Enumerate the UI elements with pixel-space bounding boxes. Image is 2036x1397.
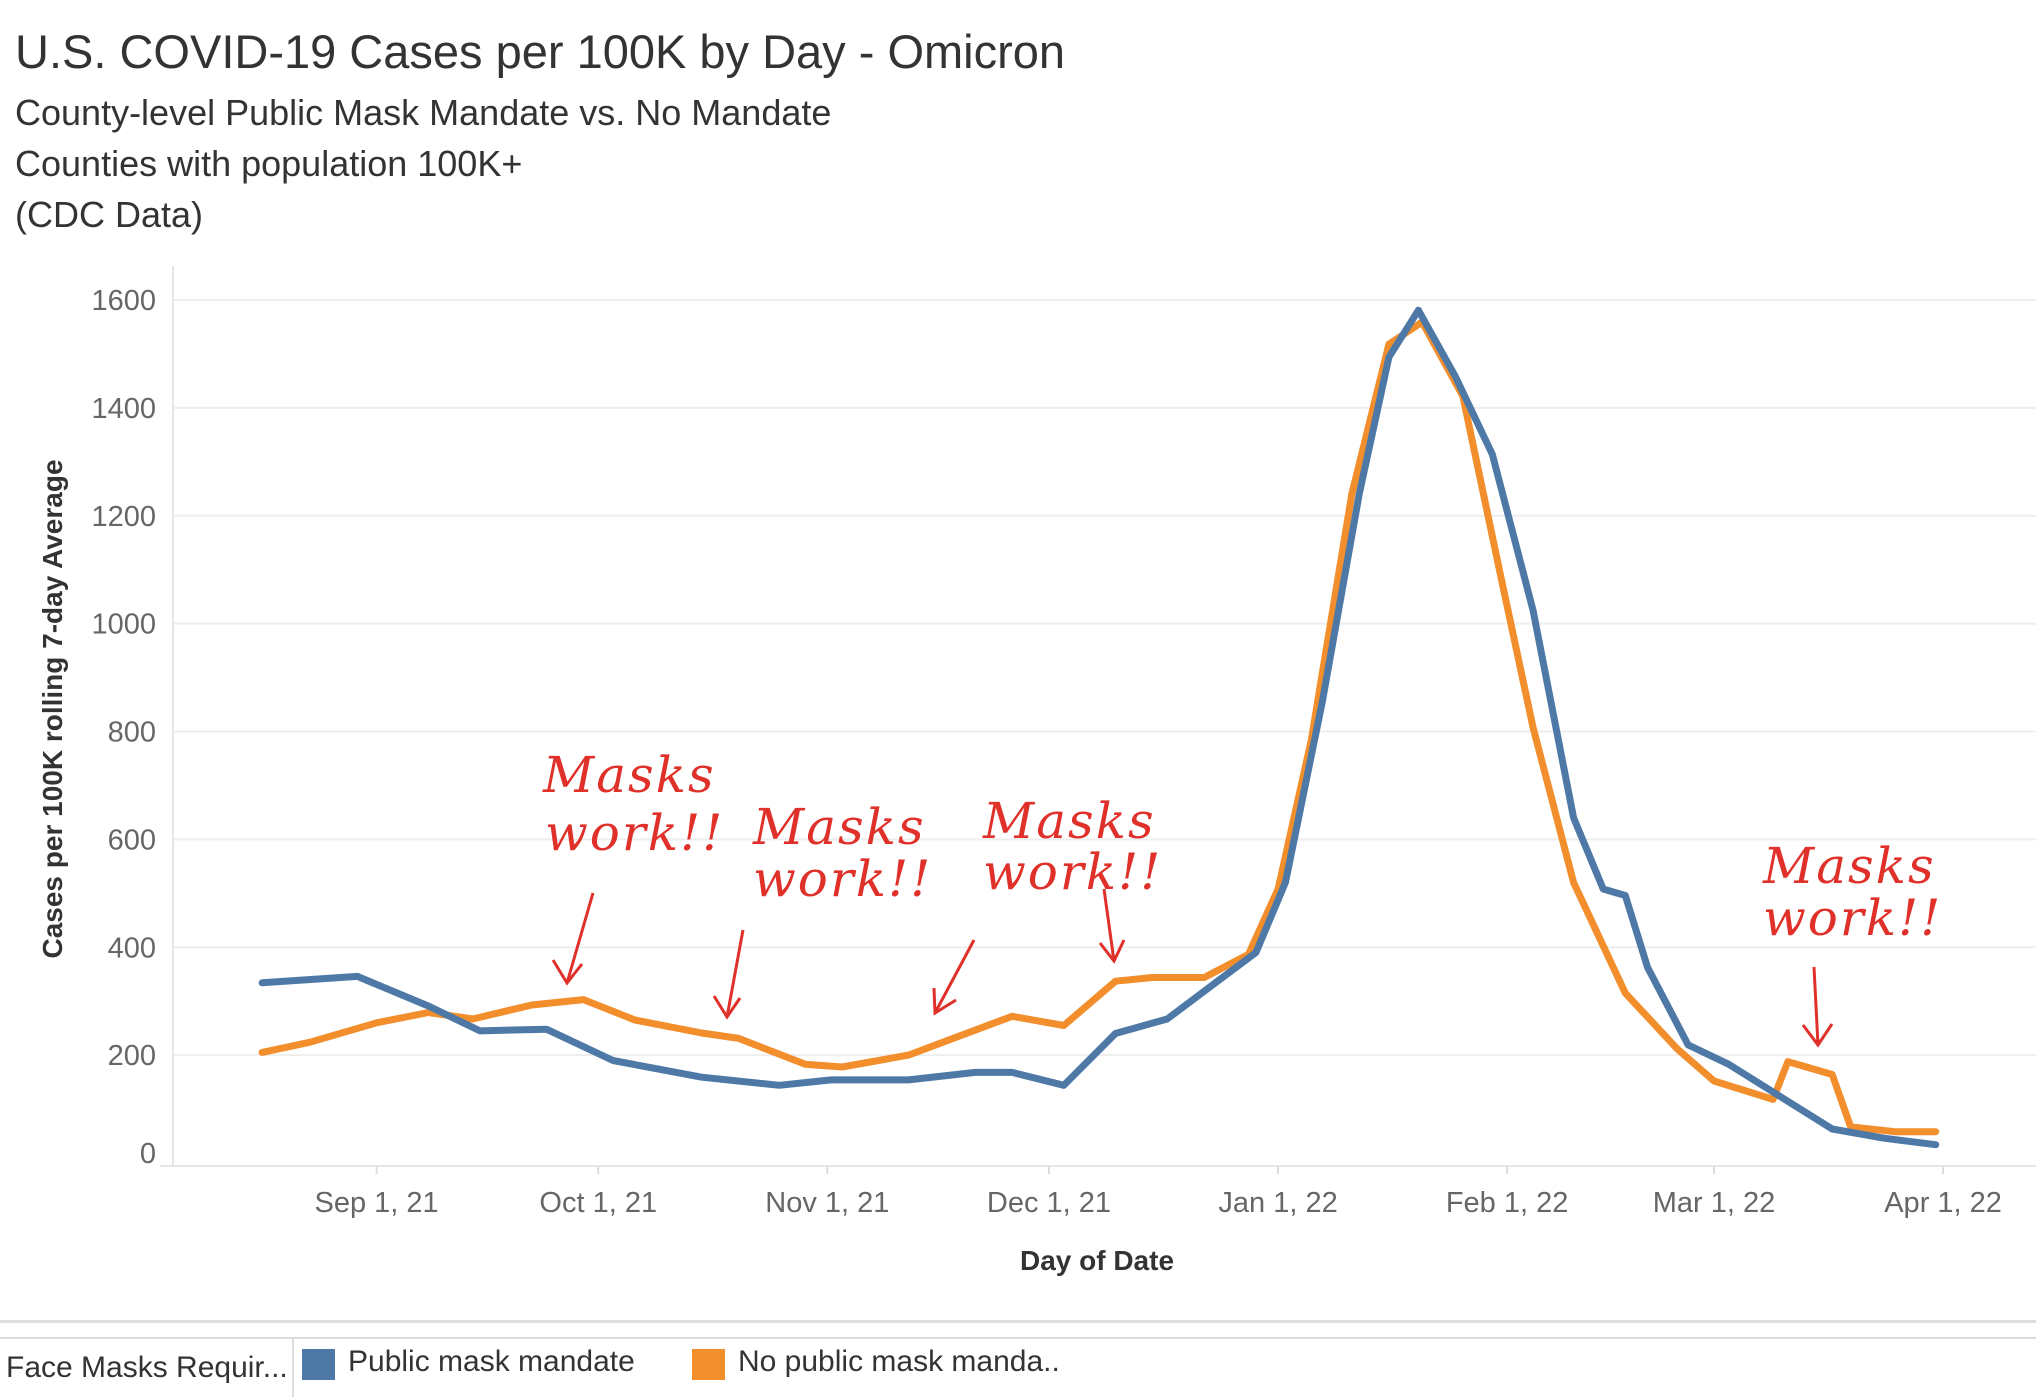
y-tick-label: 400 [108, 932, 156, 964]
x-tick-label: Feb 1, 22 [1446, 1187, 1569, 1219]
x-axis-title: Day of Date [1020, 1245, 1174, 1276]
annotation-text: work!! [1763, 889, 1942, 947]
annotation-text: Masks [542, 746, 716, 804]
x-tick-label: Sep 1, 21 [315, 1187, 439, 1219]
divider [292, 1339, 294, 1397]
legend-item-public-mask-mandate[interactable]: Public mask mandate [348, 1345, 635, 1378]
legend-swatch-blue[interactable] [302, 1349, 335, 1380]
y-tick-label: 1600 [91, 285, 156, 317]
x-tick-label: Nov 1, 21 [765, 1187, 889, 1219]
series-line-no-mandate[interactable] [258, 318, 1940, 1136]
annotation-text: Masks [982, 792, 1156, 850]
legend-bar: Face Masks Requir... Public mask mandate… [0, 1337, 2036, 1397]
annotation-text: Masks [752, 798, 926, 856]
chart-title: U.S. COVID-19 Cases per 100K by Day - Om… [15, 25, 1066, 78]
series-line-mandate[interactable] [258, 306, 1940, 1149]
y-tick-label: 1400 [91, 393, 156, 425]
annotation-masks-work [551, 888, 1834, 1048]
line-chart: 0 200 400 600 800 1000 1200 1400 1600 Sep 1, 21 O… [37, 266, 2036, 1276]
y-tick-label: 1200 [91, 501, 156, 533]
y-tick-label: 600 [108, 824, 156, 856]
chart-subtitle: (CDC Data) [15, 194, 204, 235]
y-tick-label: 1000 [91, 609, 156, 641]
chart-subtitle: Counties with population 100K+ [15, 143, 523, 184]
x-tick-label: Mar 1, 22 [1653, 1187, 1776, 1219]
annotation-text: Masks [1762, 837, 1936, 895]
y-axis-title: Cases per 100K rolling 7-day Average [37, 459, 68, 958]
x-tick-label: Jan 1, 22 [1218, 1187, 1337, 1219]
y-tick-label: 0 [140, 1138, 156, 1170]
arrow-icon [1098, 888, 1126, 964]
annotation-text: work!! [753, 850, 932, 908]
legend-item-no-public-mask-mandate[interactable]: No public mask manda.. [738, 1345, 1060, 1378]
y-tick-label: 800 [108, 717, 156, 749]
legend-field-label[interactable]: Face Masks Requir... [6, 1351, 288, 1384]
chart-subtitle: County-level Public Mask Mandate vs. No … [15, 92, 832, 133]
arrow-icon [932, 939, 976, 1016]
arrow-icon [712, 929, 745, 1020]
legend-footer: Face Masks Requir... Public mask mandate… [0, 1320, 2036, 1397]
annotation-text: work!! [983, 843, 1162, 901]
x-tick-label: Oct 1, 21 [539, 1187, 657, 1219]
annotation-text: work!! [545, 804, 724, 862]
arrow-icon [551, 892, 595, 986]
x-tick-label: Apr 1, 22 [1884, 1187, 2002, 1219]
arrow-icon [1801, 966, 1834, 1048]
legend-swatch-orange[interactable] [692, 1349, 725, 1380]
y-tick-label: 200 [108, 1040, 156, 1072]
x-tick-label: Dec 1, 21 [987, 1187, 1111, 1219]
